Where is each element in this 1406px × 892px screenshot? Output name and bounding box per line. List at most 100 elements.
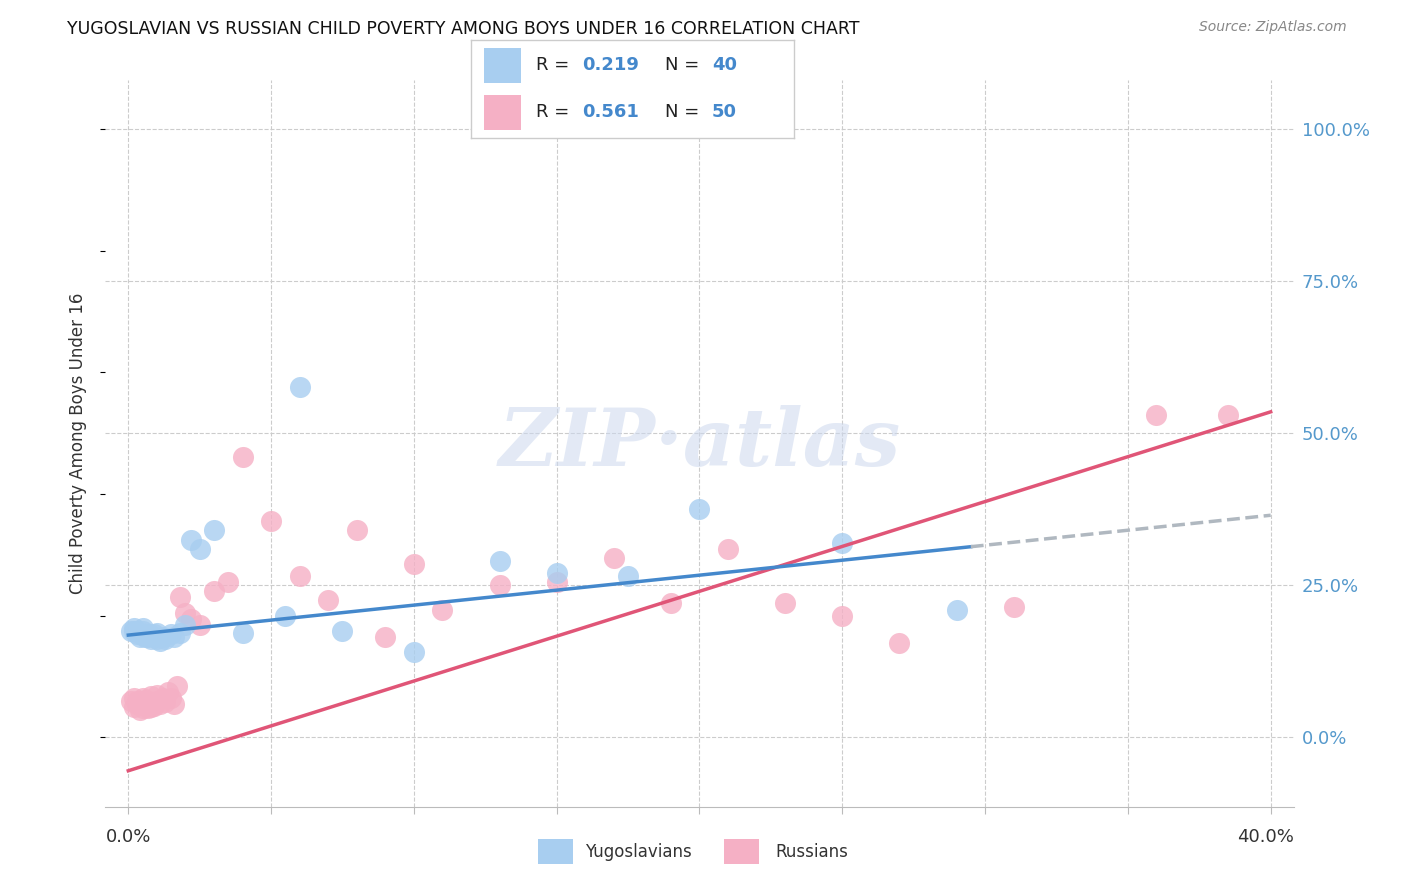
Point <box>346 524 368 538</box>
Point <box>316 593 339 607</box>
Point <box>125 697 148 711</box>
Point <box>163 697 186 711</box>
Text: 50: 50 <box>711 103 737 121</box>
Point <box>717 541 740 556</box>
Point <box>149 697 172 711</box>
Point <box>122 690 145 705</box>
Text: N =: N = <box>665 56 704 74</box>
Point <box>134 627 156 641</box>
Point <box>945 602 967 616</box>
Point <box>617 569 640 583</box>
Text: 40: 40 <box>711 56 737 74</box>
Point <box>202 524 225 538</box>
Bar <box>484 95 522 130</box>
Point <box>143 698 166 713</box>
Point <box>288 380 311 394</box>
Point <box>131 628 153 642</box>
Point <box>128 695 150 709</box>
Point <box>402 645 425 659</box>
Point <box>149 634 172 648</box>
Bar <box>724 839 759 864</box>
Point <box>773 597 796 611</box>
Point <box>174 617 197 632</box>
Point <box>136 694 159 708</box>
Point <box>166 679 188 693</box>
Point <box>136 701 159 715</box>
Point <box>160 627 183 641</box>
Point <box>125 624 148 638</box>
Point <box>128 630 150 644</box>
Point <box>152 630 174 644</box>
Point <box>143 627 166 641</box>
Text: ZIP·atlas: ZIP·atlas <box>498 405 901 483</box>
Point <box>332 624 354 638</box>
Text: R =: R = <box>536 103 575 121</box>
Point <box>546 566 568 580</box>
Point <box>260 514 283 528</box>
Point <box>488 554 510 568</box>
Point <box>134 630 156 644</box>
Point <box>831 535 853 549</box>
Point <box>169 591 191 605</box>
Point <box>146 625 169 640</box>
Point <box>136 627 159 641</box>
Text: 0.561: 0.561 <box>582 103 640 121</box>
Text: 0.219: 0.219 <box>582 56 640 74</box>
Text: R =: R = <box>536 56 575 74</box>
Point <box>128 703 150 717</box>
Point <box>831 608 853 623</box>
Point <box>1216 408 1239 422</box>
Bar <box>537 839 574 864</box>
Text: YUGOSLAVIAN VS RUSSIAN CHILD POVERTY AMONG BOYS UNDER 16 CORRELATION CHART: YUGOSLAVIAN VS RUSSIAN CHILD POVERTY AMO… <box>67 20 860 37</box>
Point <box>122 624 145 638</box>
Point <box>141 689 163 703</box>
Text: 40.0%: 40.0% <box>1237 828 1294 846</box>
Point <box>231 450 254 465</box>
Point <box>202 584 225 599</box>
Point <box>155 695 177 709</box>
Point <box>188 617 211 632</box>
Point <box>125 694 148 708</box>
Point <box>160 690 183 705</box>
Point <box>288 569 311 583</box>
Text: 0.0%: 0.0% <box>105 828 150 846</box>
Point <box>128 625 150 640</box>
Point <box>374 630 396 644</box>
Point <box>155 632 177 646</box>
Point <box>125 627 148 641</box>
Point <box>274 608 297 623</box>
Point <box>402 557 425 571</box>
Text: Source: ZipAtlas.com: Source: ZipAtlas.com <box>1199 20 1347 34</box>
Point <box>146 694 169 708</box>
Point <box>131 690 153 705</box>
Point <box>546 575 568 590</box>
Point <box>146 632 169 646</box>
Point <box>659 597 682 611</box>
Point <box>217 575 239 590</box>
Point <box>136 630 159 644</box>
Point <box>120 694 142 708</box>
Point <box>1144 408 1167 422</box>
Text: N =: N = <box>665 103 704 121</box>
Point <box>131 621 153 635</box>
Point <box>152 690 174 705</box>
Point <box>122 699 145 714</box>
Point <box>1002 599 1025 614</box>
Point <box>163 630 186 644</box>
Point <box>169 625 191 640</box>
Y-axis label: Child Poverty Among Boys Under 16: Child Poverty Among Boys Under 16 <box>69 293 87 594</box>
Point <box>180 533 202 547</box>
Point <box>141 632 163 646</box>
Point <box>146 688 169 702</box>
Point <box>174 606 197 620</box>
Point <box>488 578 510 592</box>
Point <box>889 636 911 650</box>
Point <box>603 550 626 565</box>
Point <box>188 541 211 556</box>
Bar <box>484 48 522 83</box>
Point <box>122 621 145 635</box>
Point <box>141 628 163 642</box>
Point <box>157 684 180 698</box>
Text: Russians: Russians <box>775 843 848 861</box>
Point <box>688 502 710 516</box>
